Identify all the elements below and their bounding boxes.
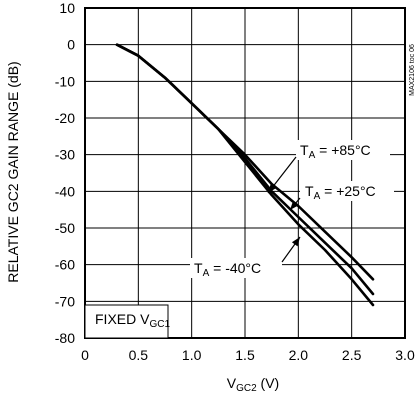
plot-frame [84, 7, 406, 339]
annotation-arrowhead [290, 200, 299, 210]
annotation-arrowhead [291, 237, 300, 247]
annotation-bg [190, 258, 282, 278]
x-tick-label: 1.0 [182, 347, 202, 363]
x-tick-label: 0.5 [129, 347, 149, 363]
annotation-arrowhead [268, 183, 277, 193]
y-tick-label: -30 [55, 147, 75, 163]
condition-label-sub: GC1 [149, 319, 170, 330]
y-tick-label: 0 [67, 37, 75, 53]
y-tick-labels: 10 0 -10 -20 -30 -40 -50 -60 -70 -80 [55, 0, 75, 346]
y-tick-label: -10 [55, 73, 75, 89]
y-tick-label: -60 [55, 257, 75, 273]
condition-label-main: FIXED V [95, 311, 150, 327]
x-axis-title-unit: (V) [257, 375, 280, 391]
condition-box-border [84, 304, 169, 339]
y-tick-label: 10 [59, 0, 75, 16]
annotations: TA = +85°C TA = +25°C TA = -40°C [190, 140, 394, 279]
y-tick-label: -20 [55, 110, 75, 126]
annotation-bg [296, 140, 390, 160]
series-lines [115, 43, 375, 307]
condition-label: FIXED VGC1 [95, 311, 170, 330]
annotation-label: TA = -40°C [194, 260, 261, 279]
annotation-bg [300, 181, 394, 201]
x-tick-label: 3.0 [395, 347, 415, 363]
x-tick-labels: 0 0.5 1.0 1.5 2.0 2.5 3.0 [81, 347, 415, 363]
x-tick-label: 2.0 [289, 347, 309, 363]
figure-code: MAX2106 toc 06 [409, 44, 416, 96]
x-tick-label: 1.5 [235, 347, 255, 363]
y-tick-label: -80 [55, 330, 75, 346]
x-axis-title-main: V [227, 375, 237, 391]
y-axis-title: RELATIVE GC2 GAIN RANGE (dB) [5, 61, 21, 282]
y-tick-label: -50 [55, 220, 75, 236]
annotation-label: TA = +25°C [305, 183, 376, 202]
annotation-m40: TA = -40°C [190, 236, 301, 279]
annotation-label: TA = +85°C [300, 142, 371, 161]
annotation-p85: TA = +85°C [267, 140, 390, 194]
y-tick-label: -40 [55, 183, 75, 199]
x-axis-title: VGC2 (V) [227, 375, 279, 394]
grid [85, 8, 405, 338]
y-tick-label: -70 [55, 293, 75, 309]
x-axis-title-sub: GC2 [236, 383, 257, 394]
series-line-m40 [115, 43, 375, 307]
condition-box: FIXED VGC1 [84, 304, 170, 339]
x-tick-label: 2.5 [342, 347, 362, 363]
x-tick-label: 0 [81, 347, 89, 363]
annotation-p25: TA = +25°C [289, 181, 394, 211]
